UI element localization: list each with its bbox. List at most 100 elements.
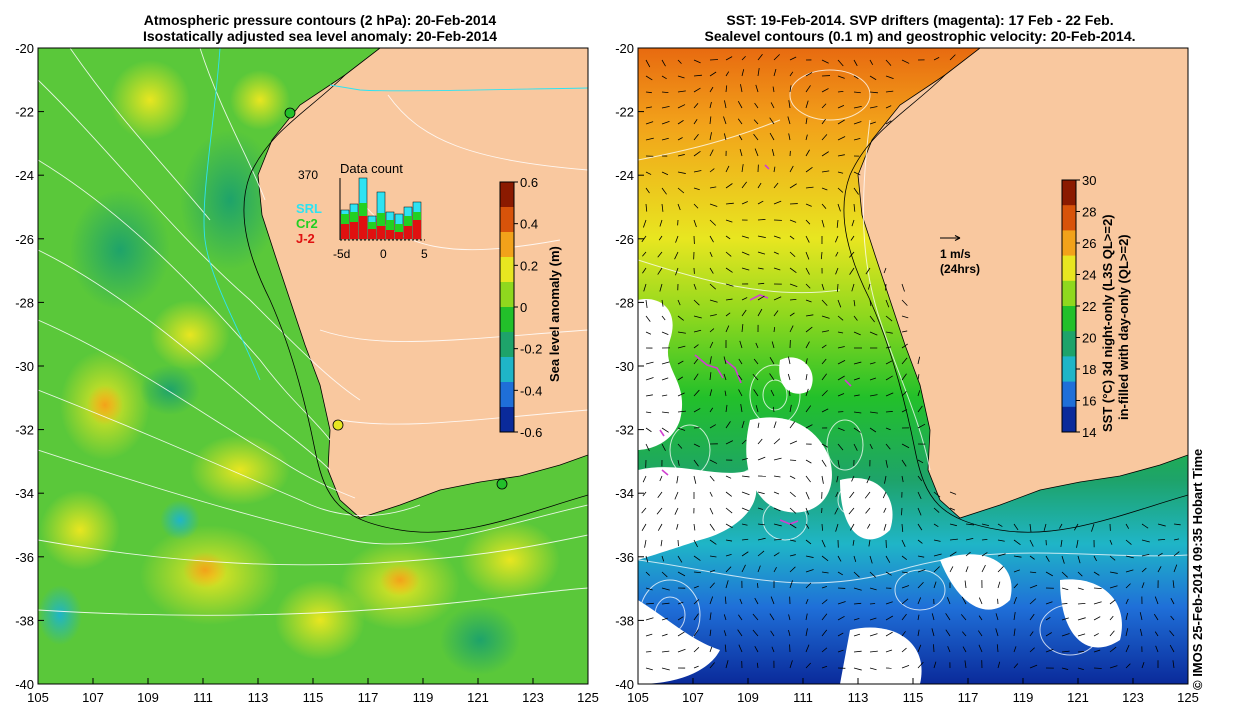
velocity-arrow bbox=[642, 491, 647, 497]
velocity-arrow bbox=[981, 552, 988, 557]
velocity-arrow bbox=[789, 219, 797, 223]
velocity-arrow bbox=[770, 630, 775, 637]
velocity-arrow bbox=[917, 629, 920, 637]
velocity-arrow bbox=[1061, 571, 1068, 578]
velocity-arrow bbox=[901, 330, 908, 333]
velocity-arrow bbox=[1045, 601, 1053, 605]
velocity-arrow bbox=[869, 299, 872, 307]
y-tick-label: -26 bbox=[15, 232, 34, 247]
velocity-arrow bbox=[965, 523, 974, 526]
shelf-break-contour bbox=[243, 74, 588, 533]
velocity-arrow bbox=[867, 283, 871, 290]
velocity-arrow bbox=[835, 267, 839, 275]
velocity-arrow bbox=[1043, 523, 1047, 531]
velocity-arrow bbox=[933, 491, 941, 498]
inset-x-tick: -5d bbox=[333, 247, 350, 261]
velocity-arrow bbox=[641, 507, 647, 514]
velocity-arrow bbox=[1093, 649, 1101, 653]
velocity-arrow bbox=[677, 631, 685, 637]
left-title: Atmospheric pressure contours (2 hPa): 2… bbox=[60, 12, 580, 44]
velocity-arrow bbox=[961, 596, 967, 605]
velocity-arrow bbox=[917, 581, 924, 589]
velocity-arrow bbox=[677, 187, 685, 194]
x-tick-label: 113 bbox=[248, 690, 269, 705]
velocity-arrow bbox=[805, 388, 809, 397]
velocity-arrow bbox=[645, 667, 653, 671]
velocity-arrow bbox=[693, 613, 699, 621]
velocity-arrow bbox=[964, 580, 967, 589]
velocity-arrow bbox=[849, 267, 855, 275]
velocity-arrow bbox=[642, 251, 647, 257]
velocity-arrow bbox=[757, 267, 764, 270]
velocity-arrow bbox=[1173, 523, 1181, 526]
colorbar-tick-label: 22 bbox=[1082, 299, 1096, 314]
left-title-line1: Atmospheric pressure contours (2 hPa): 2… bbox=[143, 12, 497, 28]
velocity-arrow bbox=[725, 251, 732, 257]
velocity-arrow bbox=[642, 475, 647, 483]
velocity-arrow bbox=[1139, 628, 1143, 637]
velocity-arrow bbox=[853, 427, 861, 433]
velocity-arrow bbox=[917, 405, 923, 413]
left-y-axis: -20 -22 -24 -26 -28 -30 -32 -34 -36 -38 -40 bbox=[15, 41, 44, 692]
velocity-arrow bbox=[725, 71, 730, 77]
velocity-arrow bbox=[805, 235, 810, 243]
velocity-arrow bbox=[931, 613, 935, 621]
velocity-arrow bbox=[837, 203, 841, 212]
velocity-arrow bbox=[805, 134, 808, 141]
velocity-arrow bbox=[739, 598, 743, 605]
velocity-arrow bbox=[1013, 569, 1020, 573]
velocity-arrow bbox=[661, 411, 669, 414]
velocity-arrow bbox=[1045, 571, 1053, 577]
velocity-arrow bbox=[836, 475, 839, 483]
velocity-arrow bbox=[753, 133, 759, 141]
velocity-arrow bbox=[645, 75, 653, 81]
velocity-arrow bbox=[1125, 555, 1134, 559]
velocity-arrow bbox=[741, 164, 744, 173]
velocity-arrow bbox=[1093, 667, 1102, 669]
x-tick-label: 111 bbox=[193, 690, 213, 705]
x-tick-label: 123 bbox=[1122, 690, 1144, 705]
velocity-arrow bbox=[661, 187, 667, 195]
velocity-arrow bbox=[837, 649, 844, 653]
velocity-arrow bbox=[789, 421, 796, 429]
velocity-arrow bbox=[656, 507, 663, 515]
velocity-arrow bbox=[788, 614, 791, 621]
velocity-arrow bbox=[1013, 612, 1016, 621]
velocity-arrow bbox=[885, 443, 891, 450]
velocity-arrow bbox=[675, 267, 679, 276]
velocity-arrow bbox=[901, 555, 908, 561]
velocity-arrow bbox=[933, 57, 940, 61]
velocity-arrow bbox=[1013, 523, 1019, 531]
velocity-arrow bbox=[741, 538, 749, 541]
velocity-arrow bbox=[901, 357, 908, 365]
velocity-arrow bbox=[869, 59, 874, 66]
velocity-arrow bbox=[1125, 523, 1130, 529]
velocity-arrow bbox=[709, 186, 717, 189]
velocity-arrow bbox=[773, 166, 776, 173]
velocity-arrow bbox=[933, 523, 939, 528]
velocity-arrow bbox=[1109, 630, 1115, 637]
x-tick-label: 111 bbox=[793, 690, 813, 705]
velocity-arrow bbox=[709, 424, 717, 429]
velocity-arrow bbox=[789, 267, 797, 274]
velocity-arrow bbox=[867, 523, 871, 529]
velocity-arrow bbox=[869, 394, 878, 397]
velocity-arrow bbox=[837, 104, 845, 109]
right-colorbar-label-line2: in-filled with day-only (QL>=2) bbox=[1116, 234, 1131, 420]
velocity-arrow bbox=[741, 251, 750, 256]
velocity-arrow bbox=[837, 375, 845, 381]
velocity-arrow bbox=[869, 667, 877, 671]
velocity-arrow bbox=[645, 203, 648, 212]
velocity-arrow bbox=[1061, 650, 1070, 653]
velocity-arrow bbox=[1013, 539, 1021, 546]
velocity-arrow bbox=[853, 650, 862, 653]
velocity-arrow bbox=[757, 565, 761, 573]
velocity-arrow bbox=[771, 341, 775, 349]
velocity-arrow bbox=[834, 507, 839, 515]
velocity-arrow bbox=[677, 601, 684, 605]
velocity-arrow bbox=[821, 118, 826, 125]
velocity-arrow bbox=[869, 571, 877, 578]
velocity-arrow bbox=[693, 59, 701, 64]
colorbar-swatch bbox=[1062, 406, 1076, 433]
velocity-arrow bbox=[882, 491, 887, 499]
